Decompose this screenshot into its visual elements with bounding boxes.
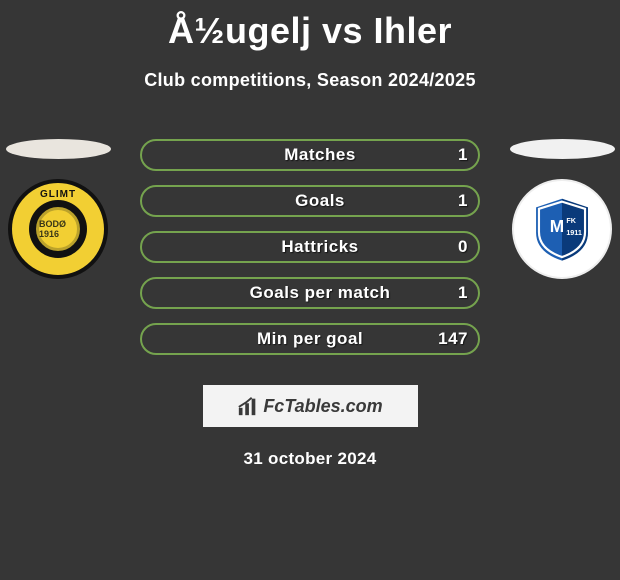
left-player-figure: GLIMT BODØ 1916	[8, 139, 108, 279]
stat-value: 147	[438, 329, 468, 349]
left-badge-core: BODØ 1916	[36, 207, 80, 251]
stat-label: Matches	[284, 145, 356, 165]
stat-value: 1	[458, 145, 468, 165]
stat-label: Goals per match	[250, 283, 391, 303]
right-player-figure: M FK 1911	[512, 139, 612, 279]
content-area: GLIMT BODØ 1916 M FK 1911 Matches 1	[0, 139, 620, 469]
stat-bar-min-per-goal: Min per goal 147	[140, 323, 480, 355]
left-badge-outer-text: GLIMT	[40, 189, 76, 200]
left-club-badge: GLIMT BODØ 1916	[8, 179, 108, 279]
stat-bar-goals-per-match: Goals per match 1	[140, 277, 480, 309]
brand-bars-icon	[237, 395, 259, 417]
left-badge-ring: BODØ 1916	[29, 200, 87, 258]
stats-bars: Matches 1 Goals 1 Hattricks 0 Goals per …	[140, 139, 480, 355]
svg-text:M: M	[550, 216, 564, 236]
page-title: Å½ugelj vs Ihler	[0, 0, 620, 52]
brand-box: FcTables.com	[203, 385, 418, 427]
svg-text:FK: FK	[566, 216, 576, 225]
subtitle: Club competitions, Season 2024/2025	[0, 70, 620, 91]
svg-text:1911: 1911	[566, 228, 582, 237]
stat-label: Hattricks	[281, 237, 358, 257]
stat-label: Min per goal	[257, 329, 363, 349]
stat-bar-goals: Goals 1	[140, 185, 480, 217]
stat-bar-hattricks: Hattricks 0	[140, 231, 480, 263]
brand-text: FcTables.com	[263, 396, 382, 417]
date-line: 31 october 2024	[0, 449, 620, 469]
right-head-ellipse	[510, 139, 615, 159]
right-club-badge: M FK 1911	[512, 179, 612, 279]
stat-label: Goals	[295, 191, 345, 211]
stat-value: 1	[458, 191, 468, 211]
stat-bar-matches: Matches 1	[140, 139, 480, 171]
stat-value: 1	[458, 283, 468, 303]
stat-value: 0	[458, 237, 468, 257]
left-head-ellipse	[6, 139, 111, 159]
molde-shield-icon: M FK 1911	[526, 193, 598, 265]
